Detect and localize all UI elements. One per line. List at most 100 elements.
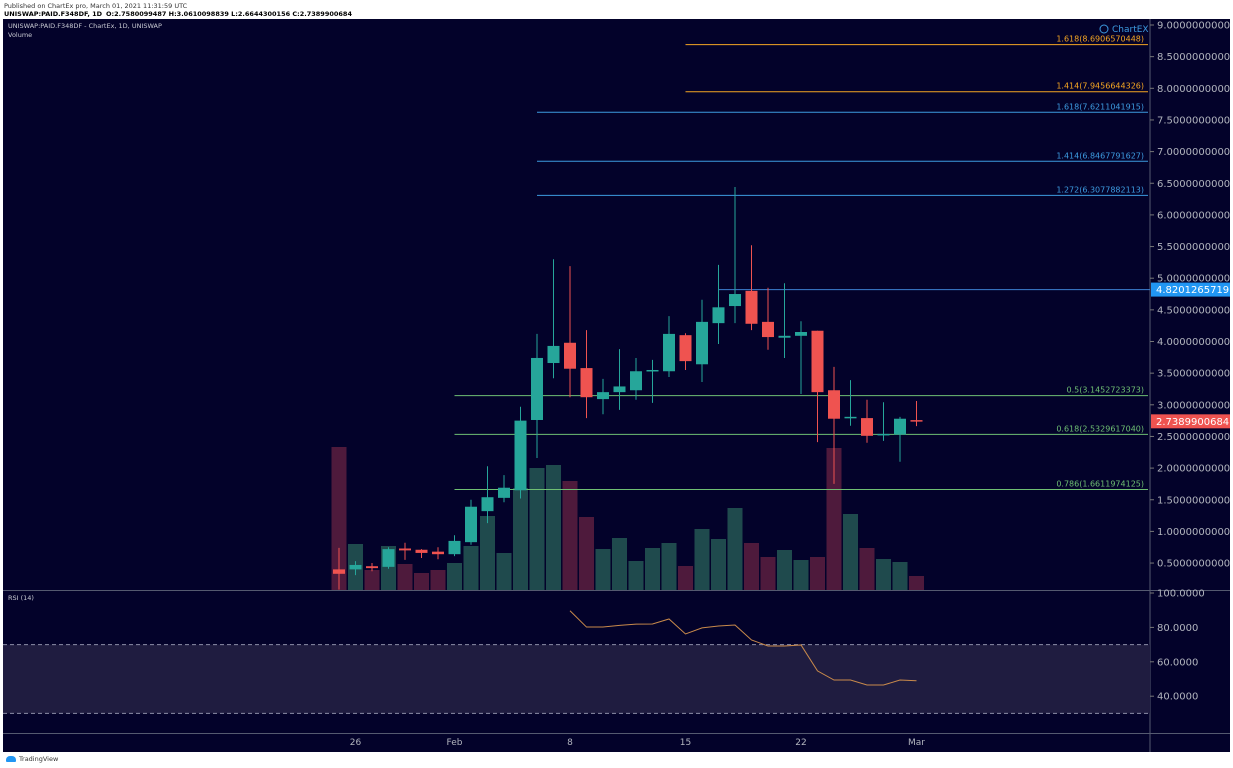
fib-label: 0.786(1.6611974125) bbox=[1056, 480, 1144, 489]
price-tick-label: 3.0000000000 bbox=[1157, 400, 1230, 411]
candle-body bbox=[910, 420, 923, 422]
volume-bar bbox=[694, 529, 710, 590]
rsi-line-path bbox=[569, 610, 917, 686]
volume-bar bbox=[843, 514, 858, 590]
volume-bar bbox=[810, 557, 825, 590]
time-tick-label: 26 bbox=[350, 738, 362, 748]
volume-bar bbox=[760, 557, 776, 590]
candle-body bbox=[762, 321, 774, 338]
horizontal-line-price-tag: 4.8201265719 bbox=[1156, 285, 1229, 296]
price-tick-label: 7.5000000000 bbox=[1157, 115, 1230, 126]
candle-body bbox=[646, 369, 659, 372]
ohlc-header: UNISWAP:PAID.F348DF, 1D O:2.7580099487 H:… bbox=[4, 10, 356, 18]
candle-body bbox=[877, 433, 890, 436]
published-note: Published on ChartEx pro, March 01, 2021… bbox=[4, 2, 188, 10]
chartex-logo: ChartEX bbox=[1112, 25, 1149, 35]
fib-label: 1.414(6.8467791627) bbox=[1056, 151, 1144, 160]
volume-bar bbox=[793, 560, 809, 590]
candle-body bbox=[795, 332, 807, 336]
candle-body bbox=[828, 390, 840, 419]
volume-bar bbox=[859, 548, 875, 590]
volume-bar bbox=[826, 448, 842, 590]
tradingview-logo[interactable]: TradingView bbox=[6, 755, 58, 763]
time-axis[interactable]: 26 Feb 8 15 22 Mar bbox=[350, 738, 926, 748]
volume-bar bbox=[397, 564, 413, 590]
price-tick-label: 7.0000000000 bbox=[1157, 147, 1230, 158]
candle-body bbox=[382, 549, 395, 567]
price-tick-label: 3.5000000000 bbox=[1157, 369, 1230, 380]
volume-bar bbox=[628, 561, 644, 590]
volume-bar bbox=[562, 481, 578, 590]
price-axis[interactable]: 9.0000000000 8.5000000000 8.0000000000 7.50… bbox=[1150, 21, 1230, 703]
candle-body bbox=[547, 345, 560, 364]
volume-bar bbox=[727, 508, 743, 590]
candle-body bbox=[729, 294, 741, 307]
candle-body bbox=[712, 307, 725, 324]
tradingview-cloud-icon bbox=[6, 756, 16, 762]
volume-bar bbox=[480, 516, 495, 590]
symbol-label: UNISWAP:PAID.F348DF, 1D bbox=[4, 10, 103, 18]
volume-bar bbox=[711, 539, 726, 590]
time-tick-label: 8 bbox=[567, 738, 573, 748]
time-tick-label: 15 bbox=[680, 738, 691, 748]
rsi-tick-label: 60.0000 bbox=[1157, 657, 1198, 668]
candle-body bbox=[613, 386, 626, 393]
volume-bar bbox=[612, 538, 627, 590]
candle-body bbox=[745, 290, 758, 324]
candle-body bbox=[861, 418, 873, 436]
candle-body bbox=[531, 357, 543, 420]
volume-bar bbox=[447, 563, 462, 590]
volume-bar bbox=[909, 576, 924, 590]
chart-frame bbox=[3, 19, 1230, 752]
volume-bar bbox=[678, 566, 693, 590]
price-tick-label: 8.0000000000 bbox=[1157, 84, 1230, 95]
rsi-tick-label: 80.0000 bbox=[1157, 623, 1198, 634]
legend-rsi: RSI (14) bbox=[8, 594, 34, 602]
price-tick-label: 6.0000000000 bbox=[1157, 210, 1230, 221]
candle-body bbox=[465, 506, 477, 543]
price-tick-label: 1.5000000000 bbox=[1157, 495, 1230, 506]
tradingview-label: TradingView bbox=[19, 755, 59, 763]
rsi-line bbox=[569, 610, 917, 686]
time-tick-label: 22 bbox=[795, 738, 806, 748]
volume-bar bbox=[513, 488, 528, 590]
candle-body bbox=[415, 549, 428, 553]
volume-bar bbox=[496, 553, 512, 590]
price-tick-label: 2.0000000000 bbox=[1157, 464, 1230, 475]
chartex-logo-icon bbox=[1099, 24, 1109, 34]
volume-bar bbox=[529, 468, 545, 590]
last-price-tag: 2.7389900684 bbox=[1156, 417, 1229, 428]
fib-label: 1.618(8.6906570448) bbox=[1056, 35, 1144, 44]
volume-bar bbox=[414, 573, 429, 590]
chart-background bbox=[3, 19, 1230, 752]
price-tick-label: 6.5000000000 bbox=[1157, 179, 1230, 190]
rsi-tick-label: 40.0000 bbox=[1157, 692, 1198, 703]
volume-bar bbox=[661, 543, 677, 590]
time-tick-label: Mar bbox=[908, 738, 925, 748]
fib-label: 1.272(6.3077882113) bbox=[1056, 185, 1144, 194]
fib-label: 1.414(7.9456644326) bbox=[1056, 82, 1144, 91]
fib-label: 0.618(2.5329617040) bbox=[1056, 424, 1144, 433]
volume-bar bbox=[595, 549, 611, 590]
candle-body bbox=[564, 342, 576, 369]
volume-bar bbox=[744, 543, 759, 590]
price-tick-label: 8.5000000000 bbox=[1157, 52, 1230, 63]
time-tick-label: Feb bbox=[447, 738, 463, 748]
candle-body bbox=[894, 418, 906, 435]
legend-volume: Volume bbox=[8, 31, 32, 39]
fib-levels: 1.618(8.6906570448) 1.414(7.9456644326) 1.… bbox=[454, 35, 1150, 491]
candle-body bbox=[580, 368, 593, 398]
candle-body bbox=[366, 566, 378, 569]
candle-body bbox=[679, 335, 692, 362]
price-tick-label: 4.0000000000 bbox=[1157, 337, 1230, 348]
candle-body bbox=[498, 487, 510, 498]
price-tick-label: 0.5000000000 bbox=[1157, 559, 1230, 570]
fib-label: 1.618(7.6211041915) bbox=[1056, 102, 1144, 111]
rsi-band bbox=[3, 644, 1150, 714]
volume-bar bbox=[364, 570, 380, 590]
price-tick-label: 1.0000000000 bbox=[1157, 527, 1230, 538]
rsi-tick-label: 100.0000 bbox=[1157, 589, 1205, 600]
candle-body bbox=[514, 420, 527, 491]
volume-bar bbox=[777, 550, 792, 590]
